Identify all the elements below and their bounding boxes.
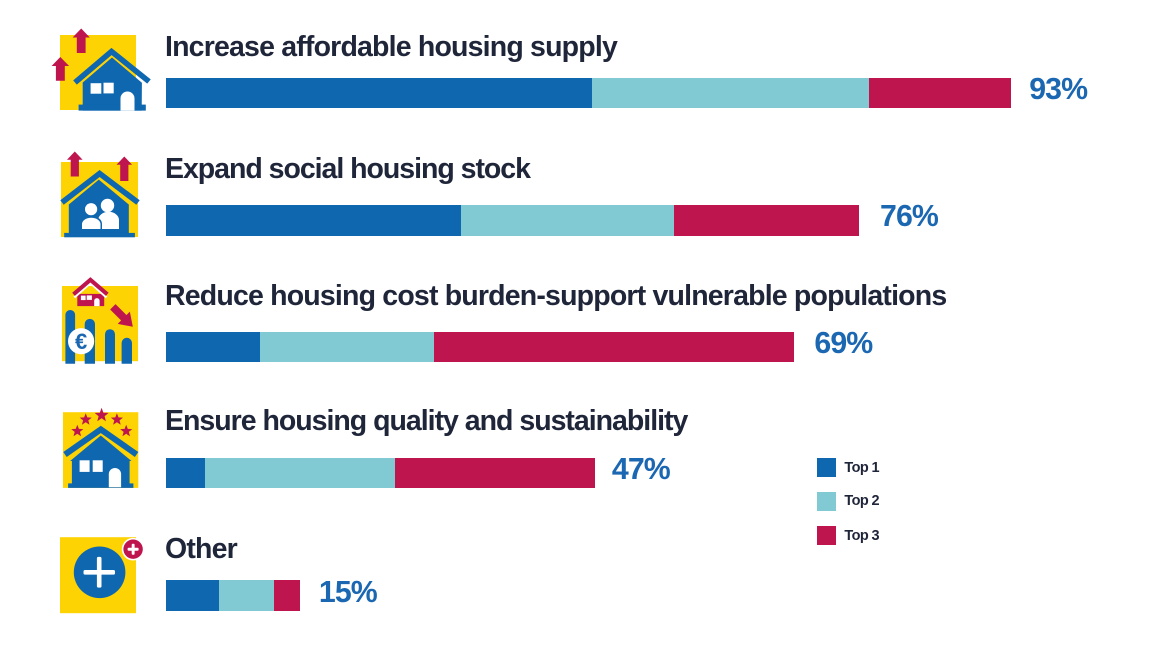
svg-text:€: € (75, 329, 87, 354)
